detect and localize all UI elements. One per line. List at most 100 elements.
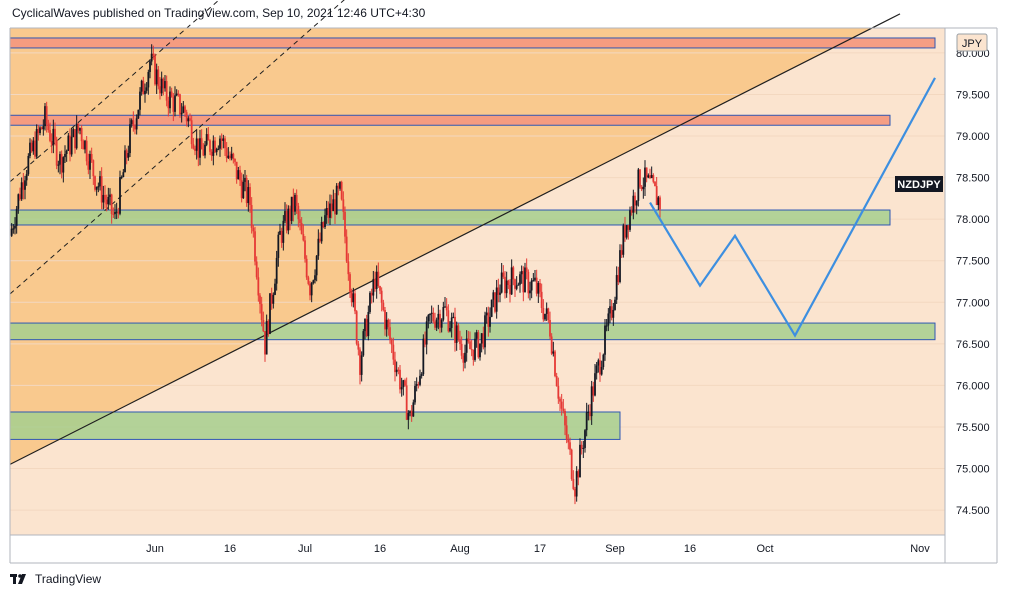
candle-body	[174, 95, 176, 112]
candle-body	[154, 55, 156, 85]
candle-body	[415, 384, 418, 386]
candle-body	[377, 271, 380, 287]
candle-body	[562, 408, 565, 411]
candle-body	[459, 339, 461, 344]
candle-body	[410, 411, 413, 417]
candle-body	[365, 319, 368, 337]
candle-body	[500, 272, 503, 293]
candle-body	[629, 210, 631, 230]
candle-body	[317, 238, 320, 256]
candle-body	[455, 325, 458, 343]
candle-body	[582, 447, 585, 449]
candle-body	[345, 236, 348, 262]
candle-body	[252, 227, 255, 232]
candle-body	[45, 106, 48, 125]
candle-body	[324, 215, 326, 228]
x-tick-label: 16	[684, 543, 696, 555]
candle-body	[497, 287, 500, 295]
candle-body	[380, 290, 383, 303]
candle-body	[27, 155, 30, 175]
candle-body	[140, 80, 143, 92]
candle-body	[274, 283, 276, 295]
candle-body	[299, 219, 301, 223]
candle-body	[544, 313, 546, 320]
candle-body	[122, 172, 125, 178]
candle-body	[640, 186, 643, 190]
trend-lines	[9, 0, 901, 465]
support-zone-2	[9, 209, 891, 226]
candle-body	[302, 234, 305, 241]
candle-body	[124, 150, 126, 173]
candle-body	[485, 312, 488, 316]
candle-body	[157, 69, 160, 87]
candle-body	[329, 203, 331, 218]
candle-body	[330, 203, 333, 212]
candle-body	[412, 402, 415, 417]
candle-body	[435, 319, 438, 328]
candle-body	[137, 109, 140, 119]
footer-brand[interactable]: TradingView	[10, 572, 101, 586]
candle-body	[304, 240, 306, 259]
candle-body	[420, 374, 423, 376]
candle-body	[630, 210, 633, 213]
y-tick-label: 75.500	[956, 422, 990, 434]
candle-body	[212, 140, 215, 156]
y-tick-label: 75.000	[956, 464, 990, 476]
candle-body	[372, 278, 375, 296]
candle-body	[530, 280, 533, 291]
candle-body	[444, 306, 446, 308]
candle-body	[654, 181, 656, 187]
candle-body	[519, 274, 521, 285]
candle-body	[160, 78, 163, 94]
candle-body	[224, 138, 226, 149]
candle-body	[489, 316, 491, 327]
candle-body	[342, 199, 345, 212]
candle-body	[222, 138, 225, 141]
x-tick-label: Sep	[605, 543, 625, 555]
candle-body	[214, 140, 216, 153]
candle-body	[477, 332, 480, 358]
candle-body	[82, 141, 85, 150]
candle-body	[249, 187, 251, 206]
candle-body	[87, 161, 90, 170]
candle-body	[59, 154, 61, 165]
projection	[649, 77, 936, 338]
candle-body	[29, 142, 31, 156]
candle-body	[109, 194, 111, 197]
candle-body	[627, 225, 630, 230]
candle-body	[192, 144, 195, 149]
support-zone-4	[9, 411, 621, 440]
candle-body	[584, 430, 586, 448]
candle-body	[332, 199, 335, 212]
candle-body	[80, 128, 83, 142]
candle-body	[202, 149, 205, 156]
candle-body	[269, 293, 271, 334]
channel-line-1	[9, 0, 220, 183]
candle-body	[150, 53, 153, 62]
candle-body	[577, 471, 580, 478]
candle-body	[394, 359, 396, 373]
candle-body	[287, 208, 290, 231]
y-tick-label: 79.500	[956, 89, 990, 101]
candle-body	[559, 398, 561, 402]
candle-body	[557, 386, 560, 399]
candle-body	[255, 261, 258, 278]
candle-body	[430, 312, 433, 314]
candle-body	[529, 290, 531, 294]
candle-body	[610, 306, 613, 318]
candles	[10, 44, 661, 505]
candle-body	[227, 155, 230, 158]
candle-body	[219, 138, 221, 149]
candle-body	[564, 410, 566, 426]
candle-body	[40, 127, 43, 130]
candle-body	[542, 308, 545, 320]
candle-body	[279, 230, 281, 235]
x-tick-label: Jul	[298, 543, 312, 555]
candle-body	[275, 257, 278, 284]
candle-body	[547, 308, 550, 321]
candle-body	[395, 369, 398, 373]
candle-body	[397, 369, 400, 371]
candle-body	[72, 129, 75, 137]
x-tick-label: 17	[534, 543, 546, 555]
